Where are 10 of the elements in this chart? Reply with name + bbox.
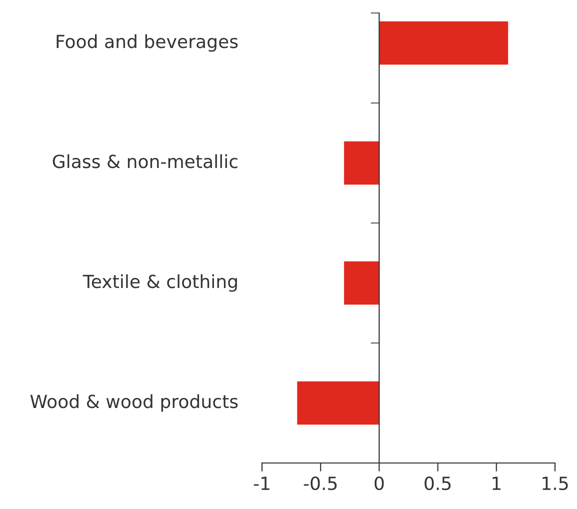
x-tick-label: 1.5: [542, 476, 568, 490]
x-tick-label: -0.5: [304, 476, 337, 490]
x-tick-label: -1: [254, 476, 270, 490]
x-tick-label: 0: [374, 476, 384, 490]
x-tick-label: 0.5: [424, 476, 451, 490]
y-tick-label: Glass & non-metallic: [52, 154, 238, 168]
y-tick-label: Textile & clothing: [82, 274, 237, 292]
y-tick-label: Food and beverages: [56, 34, 238, 52]
x-tick-label: 1: [492, 476, 500, 490]
y-tick-label: Wood & wood products: [30, 394, 238, 412]
